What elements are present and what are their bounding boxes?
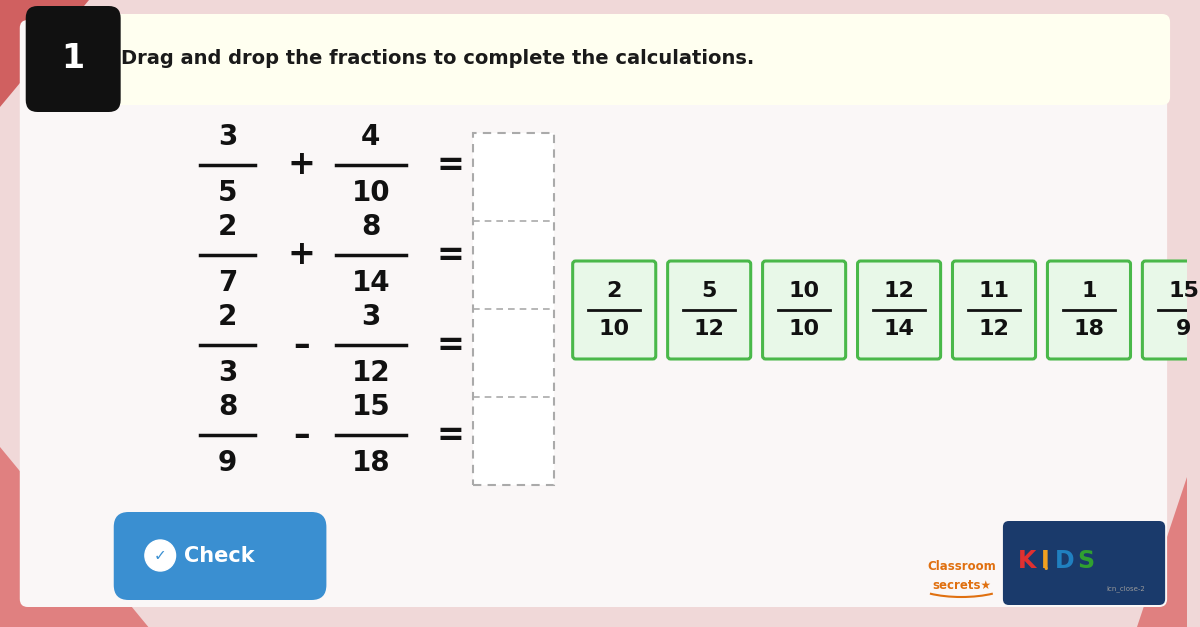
Text: +: + [288,238,316,271]
Text: 14: 14 [883,319,914,339]
FancyBboxPatch shape [25,6,121,112]
FancyBboxPatch shape [76,14,1170,105]
Text: 12: 12 [694,319,725,339]
Text: 12: 12 [883,281,914,301]
FancyBboxPatch shape [114,512,326,600]
Text: 8: 8 [217,393,238,421]
Text: 1: 1 [1081,281,1097,301]
FancyBboxPatch shape [1003,521,1165,605]
Text: 7: 7 [217,269,238,297]
Text: =: = [436,238,464,271]
Text: I: I [1042,549,1050,573]
Text: 1: 1 [61,43,85,75]
FancyBboxPatch shape [762,261,846,359]
Text: D: D [1055,549,1074,573]
FancyBboxPatch shape [953,261,1036,359]
Text: 18: 18 [1074,319,1104,339]
Text: Drag and drop the fractions to complete the calculations.: Drag and drop the fractions to complete … [121,50,754,68]
Text: 12: 12 [978,319,1009,339]
Text: =: = [436,149,464,181]
Text: 2: 2 [217,213,238,241]
Text: 10: 10 [788,319,820,339]
Text: 8: 8 [361,213,380,241]
Text: 12: 12 [352,359,390,387]
Text: =: = [436,329,464,362]
Text: 9: 9 [218,449,238,477]
Text: ✓: ✓ [154,548,167,563]
Text: S: S [1078,549,1094,573]
Text: 15: 15 [352,393,390,421]
Text: 3: 3 [217,359,238,387]
Polygon shape [0,447,149,627]
Text: Check: Check [185,545,254,566]
FancyBboxPatch shape [858,261,941,359]
FancyBboxPatch shape [572,261,655,359]
FancyBboxPatch shape [1048,261,1130,359]
Text: +: + [288,149,316,181]
Text: 3: 3 [361,303,380,331]
Text: K: K [1018,549,1036,573]
Text: 15: 15 [1169,281,1199,301]
Text: 4: 4 [361,123,380,151]
FancyBboxPatch shape [1142,261,1200,359]
Text: 10: 10 [352,179,390,207]
Circle shape [145,540,175,571]
Text: icn_close-2: icn_close-2 [1106,586,1145,593]
Bar [473,133,554,485]
Text: 10: 10 [599,319,630,339]
Text: 2: 2 [606,281,622,301]
Text: secrets★: secrets★ [932,579,991,591]
FancyBboxPatch shape [667,261,751,359]
Text: 18: 18 [352,449,390,477]
Text: Classroom: Classroom [928,561,996,574]
Text: 2: 2 [217,303,238,331]
FancyBboxPatch shape [19,20,1168,607]
Text: 3: 3 [217,123,238,151]
Text: 5: 5 [702,281,716,301]
Text: 9: 9 [1176,319,1192,339]
Text: •: • [1043,564,1049,574]
Polygon shape [0,0,89,107]
Text: 10: 10 [788,281,820,301]
Text: –: – [293,329,310,362]
Text: 5: 5 [217,179,238,207]
Polygon shape [1138,477,1187,627]
Text: 14: 14 [352,269,390,297]
Text: 11: 11 [978,281,1009,301]
Text: =: = [436,418,464,451]
Text: –: – [293,418,310,451]
